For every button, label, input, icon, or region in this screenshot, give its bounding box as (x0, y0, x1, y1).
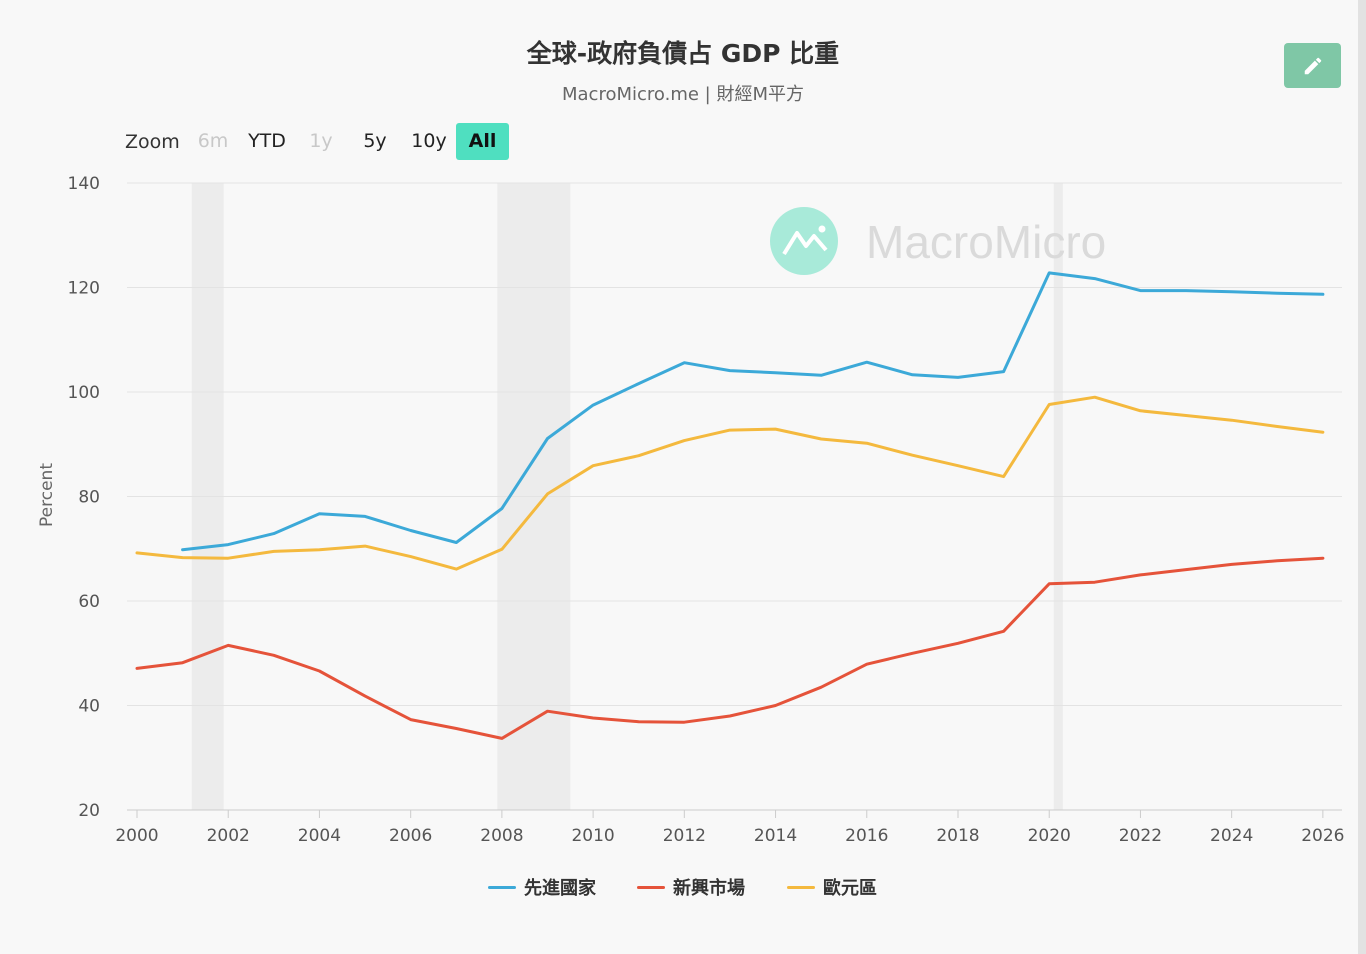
legend-item-emerging[interactable]: 新興市場 (637, 872, 745, 902)
x-tick-label: 2016 (845, 826, 888, 846)
y-axis-title: Percent (37, 463, 57, 527)
x-tick-label: 2002 (207, 826, 250, 846)
y-tick-label: 140 (68, 174, 100, 194)
edit-button[interactable] (1284, 43, 1341, 88)
series-lines (135, 271, 1325, 740)
x-tick-label: 2000 (115, 826, 158, 846)
watermark-logo-mark (782, 231, 828, 256)
x-tick-label: 2018 (936, 826, 979, 846)
zoom-all-button[interactable]: All (456, 123, 509, 160)
axes: 20 40 60 80 100 120 140 2000 2002 2004 2006 2008 201… (68, 174, 1345, 846)
zoom-1y-button[interactable]: 1y (309, 130, 333, 152)
chart-title: 全球-政府負債占 GDP 比重 (526, 39, 840, 68)
x-tick-label: 2024 (1210, 826, 1253, 846)
legend-swatch (787, 885, 815, 889)
y-tick-label: 40 (78, 697, 100, 717)
legend-label: 歐元區 (823, 878, 877, 899)
zoom-label: Zoom (125, 131, 180, 153)
chart-subtitle: MacroMicro.me | 財經M平方 (562, 84, 804, 105)
zoom-5y-button[interactable]: 5y (363, 130, 387, 152)
series-line-eurozone[interactable] (135, 395, 1325, 571)
x-tick-label: 2012 (663, 826, 706, 846)
x-tick-label: 2020 (1028, 826, 1071, 846)
x-tick-label: 2010 (571, 826, 614, 846)
legend-label: 新興市場 (673, 878, 745, 899)
chart-legend: 先進國家 新興市場 歐元區 (0, 872, 1366, 902)
zoom-10y-button[interactable]: 10y (411, 130, 447, 152)
x-tick-label: 2014 (754, 826, 797, 846)
zoom-ytd-button[interactable]: YTD (248, 130, 286, 152)
legend-item-advanced[interactable]: 先進國家 (488, 872, 596, 902)
x-tick-label: 2006 (389, 826, 432, 846)
legend-item-eurozone[interactable]: 歐元區 (787, 872, 877, 902)
grid-lines (127, 182, 1342, 811)
legend-swatch (488, 885, 516, 889)
x-tick-label: 2008 (480, 826, 523, 846)
x-tick-label: 2022 (1119, 826, 1162, 846)
x-tick-label: 2026 (1301, 826, 1344, 846)
watermark-logo-dot (818, 225, 826, 233)
watermark: MacroMicro (770, 207, 1106, 275)
y-tick-label: 60 (78, 592, 100, 612)
scrollbar-track[interactable] (1358, 0, 1366, 954)
y-tick-label: 100 (68, 383, 100, 403)
zoom-6m-button[interactable]: 6m (197, 130, 229, 152)
legend-swatch (637, 885, 665, 889)
series-line-advanced[interactable] (181, 271, 1325, 552)
y-tick-label: 120 (68, 279, 100, 299)
x-tick-label: 2004 (298, 826, 341, 846)
pencil-icon (1304, 57, 1321, 74)
series-line-emerging[interactable] (135, 556, 1325, 740)
y-tick-label: 20 (78, 801, 100, 821)
y-tick-label: 80 (78, 488, 100, 508)
watermark-text: MacroMicro (866, 216, 1106, 268)
legend-label: 先進國家 (524, 878, 596, 899)
